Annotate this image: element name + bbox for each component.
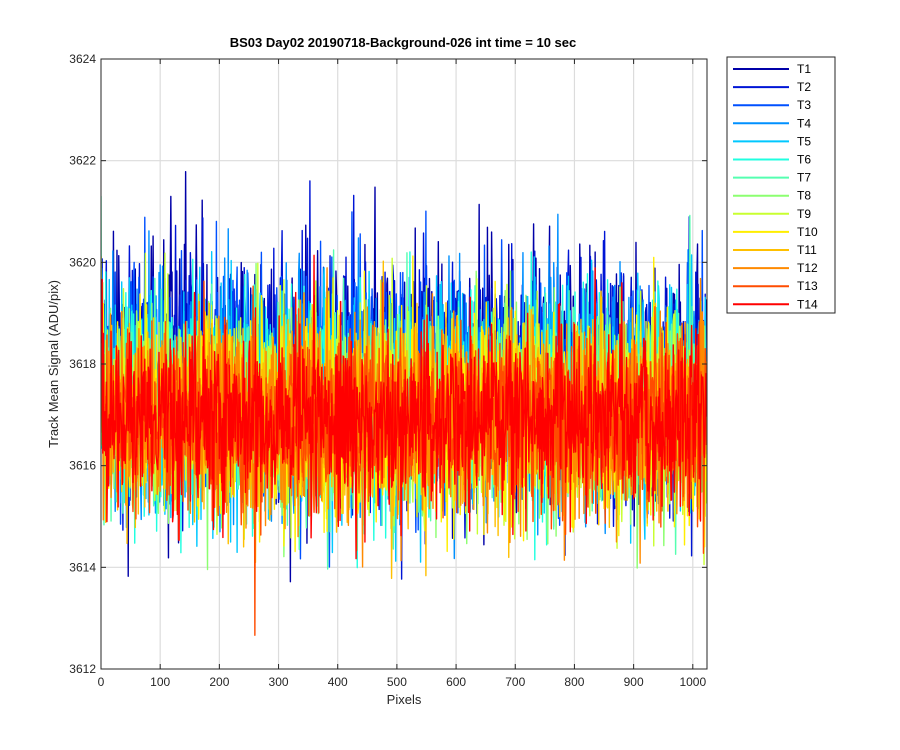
x-tick-label: 800	[564, 675, 584, 689]
y-tick-label: 3612	[69, 662, 96, 676]
chart-legend: T1 T2 T3 T4 T5 T6 T7 T8 T9 T10 T11 T12 T13 T14	[726, 56, 836, 314]
x-tick-label: 0	[98, 675, 105, 689]
legend-label-t11: T11	[797, 243, 817, 257]
y-tick-label: 3620	[69, 255, 96, 269]
legend-label-t4: T4	[797, 116, 811, 130]
y-tick-label: 3616	[69, 459, 96, 473]
chart-title: BS03 Day02 20190718-Background-026 int t…	[230, 35, 577, 50]
series-layer	[101, 171, 707, 636]
legend-label-t8: T8	[797, 189, 811, 203]
legend-label-t9: T9	[797, 207, 811, 221]
legend-label-t14: T14	[797, 297, 818, 311]
x-tick-label: 700	[505, 675, 525, 689]
x-tick-label: 300	[269, 675, 289, 689]
y-tick-label: 3624	[69, 52, 96, 66]
y-axis-ticks: 3612 3614 3616 3618 3620 3622 3624	[69, 52, 707, 676]
y-axis-label: Track Mean Signal (ADU/pix)	[46, 280, 61, 448]
legend-label-t10: T10	[797, 225, 818, 239]
x-tick-label: 1000	[679, 675, 706, 689]
series-line-t12	[101, 267, 707, 568]
legend-label-t7: T7	[797, 171, 811, 185]
legend-label-t6: T6	[797, 153, 811, 167]
legend-box	[726, 56, 836, 314]
x-tick-label: 900	[624, 675, 644, 689]
x-tick-label: 600	[446, 675, 466, 689]
legend-label-t3: T3	[797, 98, 811, 112]
x-tick-label: 200	[209, 675, 229, 689]
x-axis-label: Pixels	[387, 692, 422, 707]
legend-label-t1: T1	[797, 62, 811, 76]
y-tick-label: 3614	[69, 560, 96, 574]
series-line-t14	[101, 254, 707, 560]
x-tick-label: 100	[150, 675, 170, 689]
y-tick-label: 3622	[69, 154, 96, 168]
x-axis-ticks: 0 100 200 300 400 500 600 700 800 900 1000	[98, 59, 706, 689]
legend-label-t5: T5	[797, 134, 811, 148]
x-tick-label: 400	[328, 675, 348, 689]
legend-label-t13: T13	[797, 279, 818, 293]
y-tick-label: 3618	[69, 357, 96, 371]
x-tick-label: 500	[387, 675, 407, 689]
legend-label-t2: T2	[797, 80, 811, 94]
legend-label-t12: T12	[797, 261, 818, 275]
